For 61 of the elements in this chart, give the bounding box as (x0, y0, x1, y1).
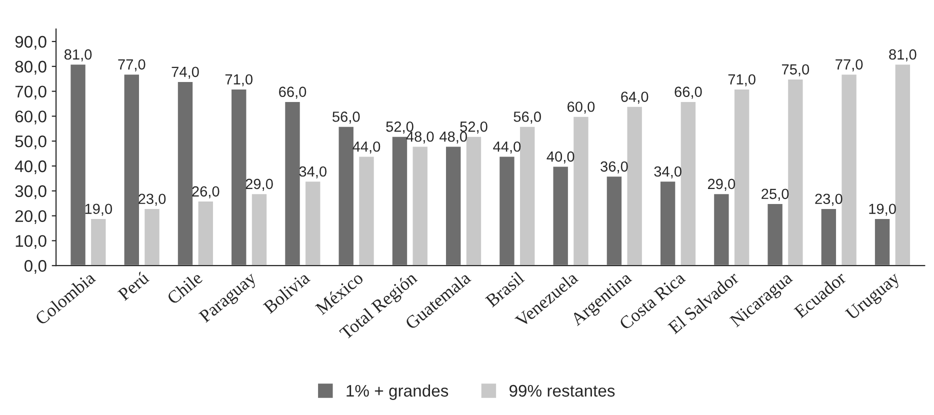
bar (176, 80, 194, 266)
data-label: 56,0 (514, 112, 541, 124)
y-tick-label: 60,0 (15, 110, 46, 124)
data-label: 71,0 (728, 74, 756, 86)
data-label: 44,0 (493, 141, 521, 154)
data-label: 40,0 (546, 151, 574, 164)
bar (518, 125, 536, 266)
y-tick-label: 90,0 (15, 36, 46, 50)
x-tick-label: Perú (116, 270, 150, 302)
data-label: 71,0 (225, 74, 252, 86)
data-label: 81,0 (889, 49, 916, 62)
data-label: 52,0 (386, 122, 414, 134)
data-label: 52,0 (460, 122, 488, 134)
y-tick-label: 30,0 (15, 185, 46, 200)
bar (122, 73, 140, 266)
data-label: 25,0 (762, 188, 789, 201)
bar (552, 165, 570, 266)
bar (733, 88, 751, 266)
data-label: 66,0 (674, 86, 702, 99)
bar (250, 192, 268, 266)
data-label: 29,0 (708, 178, 736, 191)
bar (659, 180, 677, 266)
legend-label: 99% restantes (510, 384, 615, 397)
bar (69, 63, 87, 266)
bar (411, 145, 429, 266)
data-label: 77,0 (118, 59, 146, 72)
data-label: 75,0 (782, 64, 810, 76)
data-label: 74,0 (172, 66, 199, 79)
data-label: 64,0 (621, 92, 648, 104)
data-label: 23,0 (815, 194, 842, 206)
data-label: 60,0 (568, 102, 595, 114)
bar (605, 175, 623, 266)
bar (90, 218, 108, 266)
data-label: 48,0 (406, 131, 434, 144)
y-tick-label: 10,0 (16, 235, 46, 249)
legend-label: 1% + grandes (346, 384, 448, 400)
data-label: 56,0 (332, 112, 360, 124)
data-label: 81,0 (64, 49, 92, 62)
bar (196, 200, 214, 266)
bar (358, 155, 376, 266)
bar (820, 208, 838, 266)
data-label: 19,0 (869, 204, 896, 216)
data-label: 36,0 (600, 161, 628, 174)
bar (304, 180, 322, 266)
bar (874, 218, 892, 266)
y-tick-label: 70,0 (15, 86, 46, 100)
data-label: 48,0 (440, 131, 467, 144)
data-label: 66,0 (279, 86, 306, 99)
bar (143, 208, 161, 266)
bar (498, 155, 516, 266)
y-tick-label: 20,0 (15, 210, 46, 224)
y-tick-label: 80,0 (15, 60, 46, 75)
data-label: 77,0 (836, 59, 863, 72)
bar (444, 145, 462, 266)
y-tick-label: 50,0 (15, 136, 46, 150)
y-tick-label: 40,0 (14, 160, 46, 174)
data-label: 34,0 (654, 166, 682, 178)
data-label: 19,0 (85, 204, 112, 216)
y-tick-label: 0,0 (24, 260, 46, 274)
bar (712, 192, 730, 266)
bar (766, 202, 784, 266)
